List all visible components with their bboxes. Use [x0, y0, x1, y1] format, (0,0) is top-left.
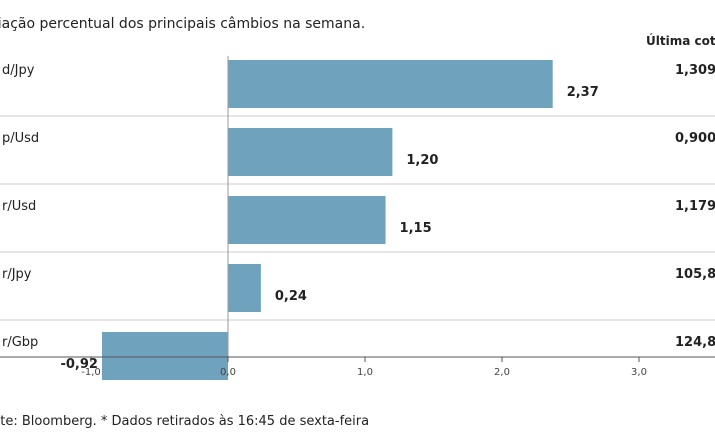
category-label: p/Usd: [2, 131, 39, 146]
category-label: d/Jpy: [2, 63, 35, 78]
last-quote-value: 1,179: [675, 199, 715, 214]
last-quote-value: 0,90022: [675, 131, 715, 146]
value-label: 2,37: [567, 85, 599, 100]
last-quote-values: 1,3097 0,90022 1,179 105,89 124,85: [675, 63, 715, 350]
x-tick-label: -1,0: [81, 367, 101, 378]
value-label: 1,15: [400, 221, 432, 236]
bars: [101, 60, 553, 380]
last-quote-header: Última cotação: [646, 34, 715, 48]
bar-3: [228, 264, 261, 312]
category-label: r/Gbp: [2, 335, 38, 350]
x-axis: -1,0 0,0 1,0 2,0 3,0: [0, 56, 715, 378]
bar-0: [228, 60, 553, 108]
category-label: r/Usd: [2, 199, 36, 214]
value-label: 0,24: [275, 289, 307, 304]
bar-4: [101, 332, 228, 380]
x-tick-label: 1,0: [357, 367, 373, 378]
chart-title: riação percentual dos principais câmbios…: [0, 16, 366, 32]
value-labels: 2,37 1,20 1,15 0,24 -0,92: [60, 85, 598, 372]
x-tick-label: 2,0: [494, 367, 510, 378]
bar-2: [228, 196, 386, 244]
row-separators: [0, 115, 715, 321]
last-quote-value: 1,3097: [675, 63, 715, 78]
value-label: 1,20: [406, 153, 438, 168]
last-quote-value: 105,89: [675, 267, 715, 282]
bar-1: [228, 128, 393, 176]
x-tick-label: 3,0: [631, 367, 647, 378]
category-labels: d/Jpy p/Usd r/Usd r/Jpy r/Gbp: [2, 63, 39, 350]
category-label: r/Jpy: [2, 267, 32, 282]
source-note: nte: Bloomberg. * Dados retirados às 16:…: [0, 414, 370, 429]
x-tick-label: 0,0: [220, 367, 236, 378]
value-label: -0,92: [60, 357, 97, 372]
last-quote-value: 124,85: [675, 335, 715, 350]
